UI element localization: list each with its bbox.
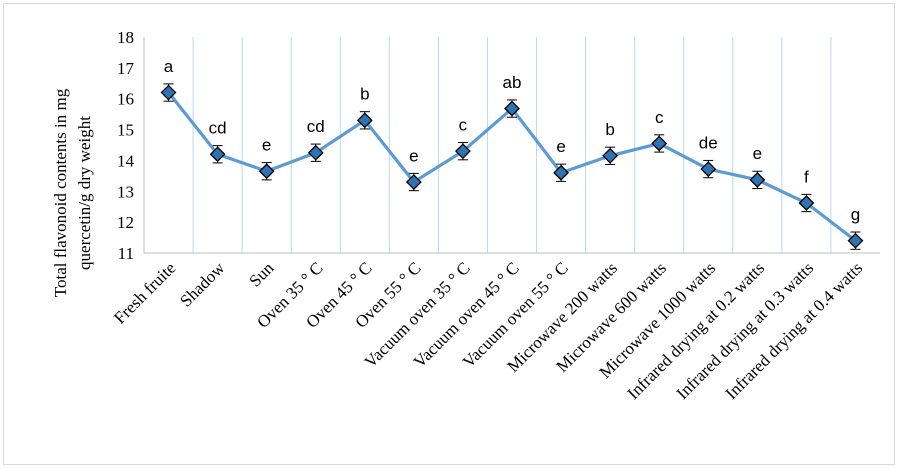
significance-letter: e — [753, 144, 762, 163]
data-point-marker — [307, 144, 324, 161]
chart-frame — [3, 3, 895, 465]
axis-layer: 11 12 13 14 15 16 17 18 — [117, 28, 880, 263]
significance-letter: e — [409, 146, 418, 165]
significance-letter: f — [804, 167, 809, 186]
data-point-marker — [798, 195, 815, 211]
x-tick-label: Shadow — [176, 258, 229, 311]
x-tick-label: Sun — [245, 258, 277, 290]
series-layer — [160, 83, 864, 250]
data-point-marker — [553, 164, 569, 181]
y-tick-label: 12 — [117, 213, 134, 232]
data-point-marker — [847, 232, 864, 249]
significance-letter: a — [164, 57, 174, 76]
data-point-marker — [651, 135, 668, 152]
significance-letter: b — [605, 120, 614, 139]
data-point-marker — [602, 147, 619, 164]
significance-letter: c — [459, 116, 468, 135]
y-axis-title-line1: Total flavonoid contents in mg — [51, 88, 70, 297]
y-tick-label: 13 — [117, 182, 134, 201]
data-point-marker — [160, 84, 177, 101]
y-tick-label: 16 — [117, 90, 134, 109]
data-point-marker — [258, 163, 275, 180]
grid-layer — [192, 37, 832, 253]
significance-letter: b — [360, 85, 369, 104]
y-tick-label: 18 — [117, 28, 134, 47]
data-point-marker — [749, 171, 766, 188]
significance-letter: c — [655, 108, 664, 127]
y-tick-label: 14 — [117, 151, 135, 170]
significance-letter: cd — [209, 119, 227, 138]
y-tick-label: 11 — [118, 244, 134, 263]
data-point-marker — [405, 174, 422, 190]
y-axis-title-line2: quercetin/g dry weight — [75, 116, 94, 270]
y-tick-label: 15 — [117, 121, 134, 140]
data-point-marker — [209, 146, 226, 163]
significance-letter: e — [262, 136, 271, 155]
significance-letter: e — [556, 137, 565, 156]
data-point-marker — [455, 143, 471, 160]
significance-letter: de — [699, 133, 718, 152]
significance-letter: g — [851, 205, 860, 224]
significance-letter: cd — [307, 117, 325, 136]
data-point-marker — [504, 100, 520, 117]
x-tick-label: Fresh fruite — [110, 258, 179, 327]
data-point-marker — [700, 161, 717, 177]
y-tick-label: 17 — [117, 59, 135, 78]
significance-letter: ab — [503, 73, 522, 92]
data-point-marker — [356, 112, 373, 129]
